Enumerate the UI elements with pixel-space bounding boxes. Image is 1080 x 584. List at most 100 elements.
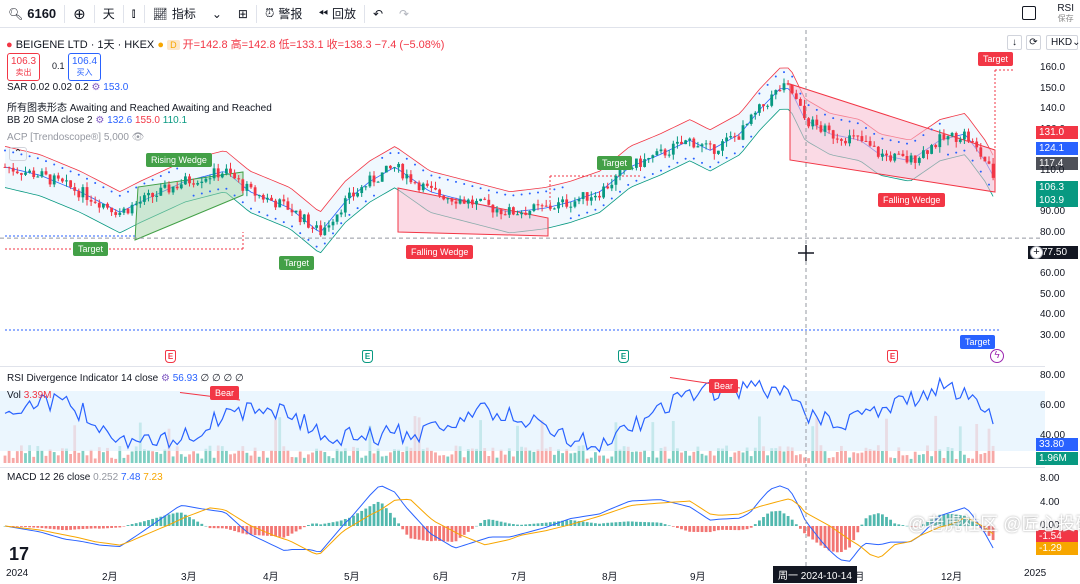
volume-bar xyxy=(737,450,741,463)
templates-button[interactable]: ⌄ xyxy=(204,0,230,28)
tradingview-logo[interactable]: 17 xyxy=(9,544,30,564)
target-label-4[interactable]: Target xyxy=(978,52,1014,66)
bb-upper: 155.0 xyxy=(134,115,160,126)
target-label-5[interactable]: Target xyxy=(960,335,996,349)
bear-divergence-label-1[interactable]: Bear xyxy=(210,386,240,400)
macd-histogram-bar xyxy=(294,526,298,532)
volume-bar xyxy=(520,446,523,463)
candle-body xyxy=(573,201,577,207)
macd-histogram-bar xyxy=(475,525,478,527)
vol-legend[interactable]: Vol 3.39M xyxy=(7,390,51,401)
bb-lower-tag: 103.9 xyxy=(1036,194,1078,207)
target-label-2[interactable]: Target xyxy=(279,256,315,270)
macd-legend[interactable]: MACD 12 26 close 0.252 7.48 7.23 xyxy=(7,472,163,483)
sar-dot xyxy=(291,225,293,228)
acp-legend[interactable]: ACP [Trendoscope®] 5,000 👁︎ xyxy=(7,132,144,143)
candle-body xyxy=(581,192,585,200)
undo-button[interactable]: ↶ xyxy=(365,0,391,28)
candle-body xyxy=(528,210,532,215)
volume-bar xyxy=(401,451,405,463)
volume-bar xyxy=(220,446,224,463)
bb-upper-tag: 131.0 xyxy=(1036,126,1078,139)
fullscreen-icon[interactable] xyxy=(1022,6,1036,20)
settings-icon[interactable]: ⚙ xyxy=(91,82,101,93)
macd-histogram-bar xyxy=(225,526,228,529)
chart-type-button[interactable]: ⫾ xyxy=(124,0,144,28)
earnings-icon[interactable]: E xyxy=(618,350,629,363)
macd-tick: 0.00 xyxy=(1040,520,1060,531)
alert-button[interactable]: ⏰︎ 警报 xyxy=(257,0,310,28)
eye-hidden-icon[interactable]: 👁︎ xyxy=(131,132,145,143)
volume-bar xyxy=(450,454,454,463)
candle-body xyxy=(630,167,634,169)
candle-body xyxy=(171,186,175,193)
bb-legend[interactable]: BB 20 SMA close 2 ⚙ 132.6 155.0 110.1 xyxy=(7,115,187,126)
interval-button[interactable]: 天 xyxy=(95,0,123,28)
candle-body xyxy=(753,112,757,115)
save-layout-button[interactable]: RSI 保存 xyxy=(1057,4,1074,24)
candle-body xyxy=(585,192,589,201)
ohlc-values: 开=142.8 高=142.8 低=133.1 收=138.3 −7.4 (−5… xyxy=(182,39,445,51)
rsi-legend[interactable]: RSI Divergence Indicator 14 close ⚙ 56.9… xyxy=(7,373,244,384)
patterns-legend[interactable]: 所有图表形态 Awaiting and Reached Awaiting and… xyxy=(7,103,272,114)
macd-histogram-bar xyxy=(397,523,400,526)
macd-histogram-bar xyxy=(864,518,868,526)
eye-icon[interactable]: ● xyxy=(157,39,164,51)
download-icon[interactable]: ↓ xyxy=(1007,35,1022,50)
pane-divider[interactable] xyxy=(0,366,1045,367)
pane-divider[interactable] xyxy=(0,467,1045,468)
candle-body xyxy=(93,201,97,203)
sar-dot xyxy=(602,204,605,207)
sar-dot xyxy=(512,194,515,197)
macd-histogram-bar xyxy=(360,510,364,526)
lightning-icon[interactable]: ϟ xyxy=(990,349,1004,363)
falling-wedge-label-2[interactable]: Falling Wedge xyxy=(878,193,946,207)
sar-dot xyxy=(299,232,302,235)
indicators-button[interactable]: 📈︎ 指标 xyxy=(145,0,204,28)
candle-body xyxy=(343,198,347,213)
sar-dot xyxy=(282,221,285,224)
sar-legend[interactable]: SAR 0.02 0.02 0.2 ⚙ 153.0 xyxy=(7,82,128,93)
redo-button[interactable]: ↷ xyxy=(391,0,417,28)
sell-button[interactable]: 106.3 卖出 xyxy=(7,53,41,81)
rising-wedge-label[interactable]: Rising Wedge xyxy=(146,153,212,167)
earnings-icon[interactable]: E xyxy=(887,350,898,363)
target-label-1[interactable]: Target xyxy=(73,242,109,256)
candle-body xyxy=(614,175,618,185)
collapse-legend-button[interactable]: ⌃ xyxy=(9,147,27,161)
volume-bar xyxy=(376,448,380,463)
earnings-icon[interactable]: E xyxy=(165,350,176,363)
sar-dot xyxy=(815,108,818,111)
target-label-3[interactable]: Target xyxy=(597,156,633,170)
macd-histogram-bar xyxy=(446,526,450,542)
volume-bar xyxy=(302,457,306,463)
replay-button[interactable]: ⏪︎ 回放 xyxy=(310,0,364,28)
sar-dot xyxy=(963,149,966,152)
volume-bar xyxy=(930,456,933,463)
layout-button[interactable]: ⊞ xyxy=(230,0,256,28)
volume-bar xyxy=(179,454,183,463)
settings-icon[interactable]: ⚙ xyxy=(95,115,105,126)
currency-select[interactable]: HKD⌄ xyxy=(1046,35,1080,50)
earnings-icon[interactable]: E xyxy=(362,350,373,363)
add-alert-icon[interactable]: + xyxy=(1030,246,1043,259)
symbol-search-button[interactable]: 🔍︎ 6160 xyxy=(0,0,64,28)
macd-histogram-bar xyxy=(922,524,925,526)
sar-dot xyxy=(307,238,310,241)
candle-body xyxy=(667,154,671,156)
bear-divergence-label-2[interactable]: Bear xyxy=(709,379,739,393)
volume-bar xyxy=(175,446,179,463)
buy-button[interactable]: 106.4 买入 xyxy=(68,53,102,81)
macd-histogram-bar xyxy=(688,526,692,532)
falling-wedge-label-1[interactable]: Falling Wedge xyxy=(406,245,474,259)
volume-bar xyxy=(24,453,27,463)
candle-body xyxy=(24,172,27,175)
settings-icon[interactable]: ⚙ xyxy=(160,373,170,384)
macd-histogram-bar xyxy=(766,513,769,526)
volume-bar xyxy=(942,457,946,463)
volume-bar xyxy=(352,446,355,463)
macd-histogram-bar xyxy=(171,513,175,526)
refresh-icon[interactable]: ⟳ xyxy=(1026,35,1041,50)
compare-button[interactable]: ⊕ xyxy=(65,0,94,28)
